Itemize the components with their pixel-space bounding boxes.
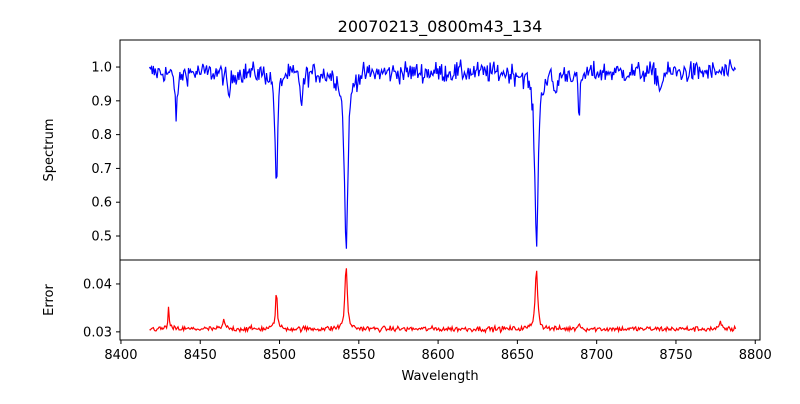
spectrum-y-tick-label: 0.9 (91, 94, 112, 109)
spectrum-y-tick-label: 0.8 (91, 128, 112, 143)
x-tick-label: 8700 (580, 348, 613, 363)
x-tick-label: 8500 (263, 348, 296, 363)
chart-title: 20070213_0800m43_134 (338, 17, 543, 37)
error-axes-frame (119, 259, 761, 341)
y-axis-label-error: Error (42, 284, 57, 316)
spectrum-series-line (148, 59, 737, 249)
x-axis-label: Wavelength (401, 369, 478, 384)
x-tick-label: 8800 (739, 348, 772, 363)
error-series-line (149, 268, 737, 334)
spectrum-y-tick-label: 0.5 (91, 230, 112, 245)
x-tick-label: 8600 (422, 348, 455, 363)
x-tick-label: 8450 (184, 348, 217, 363)
spectrum-y-tick-label: 0.7 (91, 162, 112, 177)
x-tick-label: 8750 (659, 348, 692, 363)
x-tick-label: 8550 (342, 348, 375, 363)
spectrum-y-tick-label: 1.0 (91, 61, 112, 76)
y-axis-label-spectrum: Spectrum (42, 119, 57, 182)
error-y-tick-label: 0.03 (83, 325, 112, 340)
x-tick-label: 8400 (104, 348, 137, 363)
x-tick-label: 8650 (501, 348, 534, 363)
spectrum-y-tick-label: 0.6 (91, 196, 112, 211)
error-y-tick-label: 0.04 (83, 277, 112, 292)
